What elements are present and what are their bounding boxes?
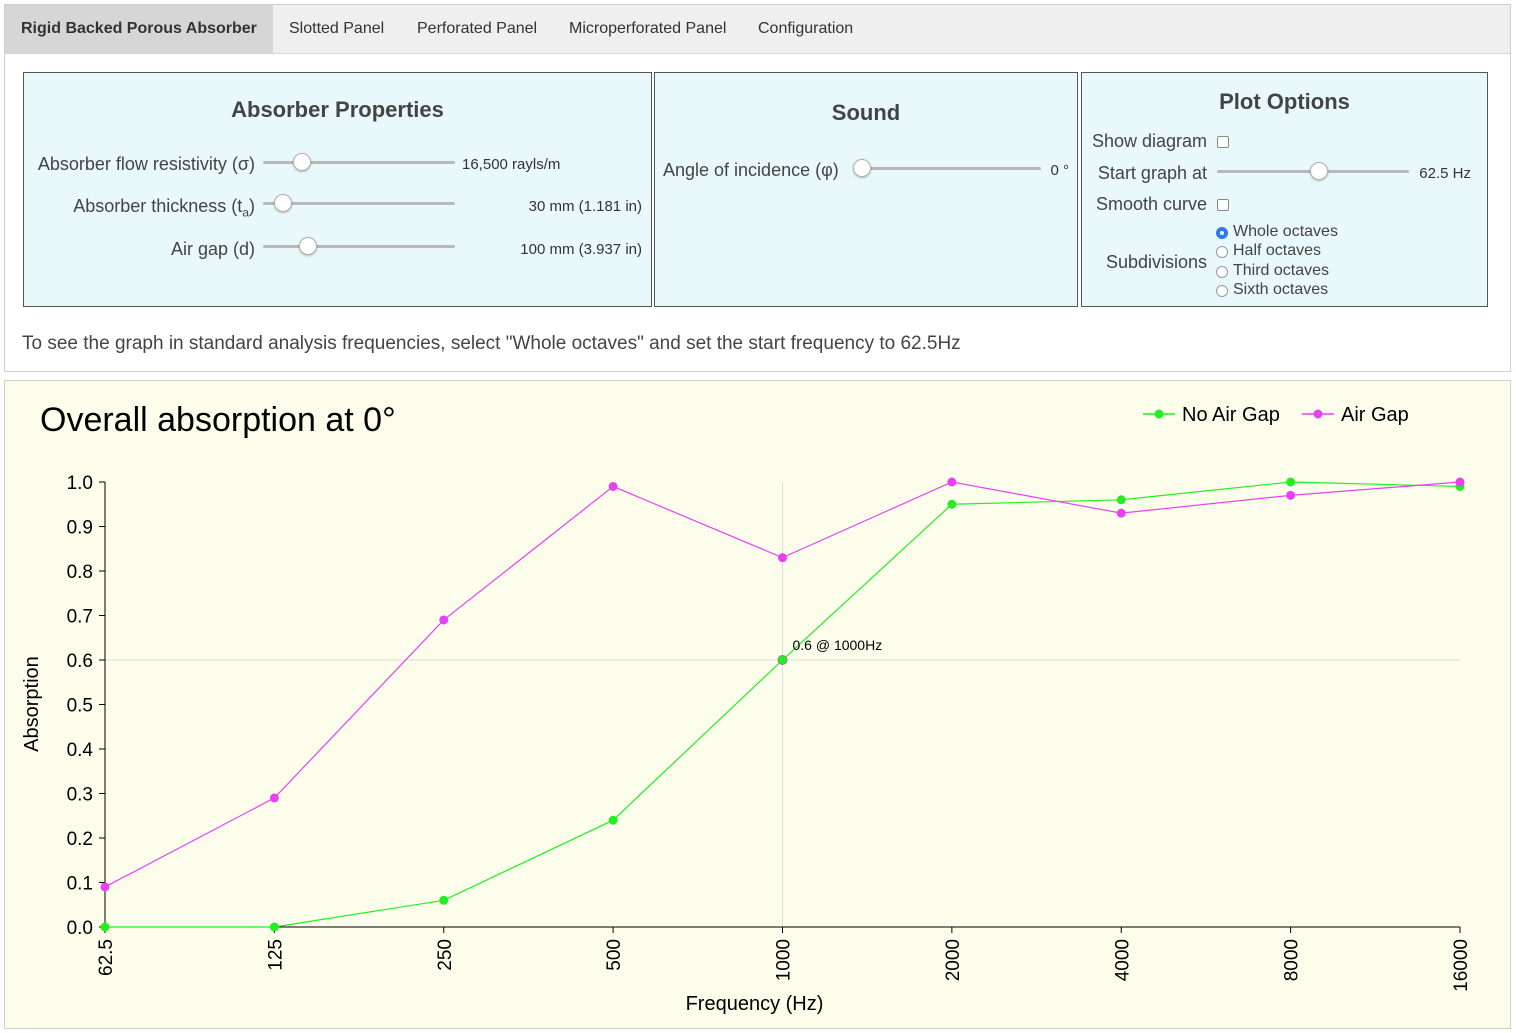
absorber-properties-panel: Absorber Properties Absorber flow resist… [23,72,652,307]
flow-resistivity-label: Absorber flow resistivity (σ) [37,154,255,174]
angle-of-incidence-slider[interactable] [853,159,1041,177]
data-point [439,895,449,905]
start-graph-label: Start graph at [1097,163,1207,183]
legend-label: Air Gap [1341,404,1409,426]
y-tick-label: 1.0 [67,473,93,494]
data-point [608,815,618,825]
panel-title: Plot Options [1219,89,1350,114]
radio-half-octaves[interactable] [1216,246,1228,258]
absorption-chart[interactable]: Overall absorption at 0° 0.0 0.1 0.2 0.3 0.4 0… [5,381,1510,1028]
angle-of-incidence-value: 0 ° [1050,162,1069,179]
y-tick-label: 0.8 [67,562,93,583]
radio-sixth-octaves[interactable] [1216,285,1228,297]
radio-label-third-octaves: Third octaves [1233,262,1330,279]
radio-label-sixth-octaves: Sixth octaves [1233,281,1329,298]
subdivisions-label: Subdivisions [1105,252,1207,272]
x-tick-label: 2000 [943,939,964,981]
radio-label-whole-octaves: Whole octaves [1233,223,1338,240]
y-tick-label: 0.6 [67,651,93,672]
flow-resistivity-value: 16,500 rayls/m [462,156,561,173]
x-tick-label: 500 [604,939,625,971]
y-axis-label: Absorption [21,656,43,752]
absorber-thickness-slider[interactable] [263,194,455,212]
data-point [1286,490,1296,500]
legend-marker [1154,409,1164,419]
show-diagram-label: Show diagram [1091,131,1207,151]
air-gap-value: 100 mm (3.937 in) [520,241,642,258]
y-tick-label: 0.0 [67,918,93,939]
legend-marker [1313,409,1323,419]
hint-text: To see the graph in standard analysis fr… [22,333,961,354]
y-tick-label: 0.1 [67,874,93,895]
chart-title: Overall absorption at 0° [40,401,396,439]
tab-perforated-panel[interactable]: Perforated Panel [417,20,538,37]
smooth-curve-label: Smooth curve [1095,194,1207,214]
data-point [947,499,957,509]
controls-container: Rigid Backed Porous Absorber Slotted Pan… [4,4,1511,372]
start-graph-value: 62.5 Hz [1419,165,1471,182]
radio-third-octaves[interactable] [1216,266,1228,278]
tooltip-marker [777,655,788,665]
data-point [1286,477,1296,487]
start-graph-slider[interactable] [1217,162,1409,180]
x-tick-label: 125 [265,939,286,971]
data-point [100,922,110,932]
panel-title: Sound [831,100,901,125]
data-point [1116,508,1126,518]
panel-title: Absorber Properties [231,97,444,122]
slider-thumb[interactable] [299,237,317,255]
legend-label: No Air Gap [1182,404,1280,426]
y-tick-label: 0.3 [67,785,93,806]
air-gap-slider[interactable] [263,237,455,255]
y-tick-label: 0.2 [67,829,93,850]
sound-panel: Sound Angle of incidence (φ) 0 ° [654,72,1078,307]
absorber-thickness-label: Absorber thickness (ta) [73,196,255,220]
y-tick-label: 0.5 [67,696,93,717]
tab-rigid-backed-porous-absorber[interactable]: Rigid Backed Porous Absorber [5,5,273,53]
y-tick-label: 0.7 [67,607,93,628]
data-point [100,882,110,892]
air-gap-label: Air gap (d) [170,239,255,259]
data-point [778,655,787,665]
data-point [1455,477,1465,487]
x-tick-label: 8000 [1282,939,1303,981]
data-point [608,481,618,491]
tab-microperforated-panel[interactable]: Microperforated Panel [569,20,727,37]
data-point [269,793,279,803]
tooltip-label: 0.6 @ 1000Hz [793,637,883,653]
flow-resistivity-slider[interactable] [263,153,455,171]
x-tick-label: 1000 [774,939,795,981]
x-tick-label: 4000 [1112,939,1133,981]
slider-thumb[interactable] [293,153,311,171]
x-axis-label: Frequency (Hz) [686,993,824,1015]
smooth-curve-checkbox[interactable] [1217,199,1229,211]
plot-options-panel: Plot Options Show diagram Start graph at… [1081,72,1488,307]
data-point [1116,495,1126,505]
show-diagram-checkbox[interactable] [1217,136,1229,148]
tab-bar: Rigid Backed Porous Absorber Slotted Pan… [5,5,1510,54]
y-tick-label: 0.4 [67,740,94,761]
absorber-thickness-value: 30 mm (1.181 in) [528,198,642,215]
slider-thumb[interactable] [274,194,292,212]
x-tick-label: 250 [435,939,456,971]
x-tick-label: 62.5 [96,939,117,976]
radio-whole-octaves[interactable] [1216,227,1228,239]
y-tick-label: 0.9 [67,518,93,539]
radio-label-half-octaves: Half octaves [1233,242,1322,259]
angle-of-incidence-label: Angle of incidence (φ) [663,160,839,180]
slider-thumb[interactable] [1310,162,1328,180]
data-point [439,615,449,625]
data-point [269,922,279,932]
tab-slotted-panel[interactable]: Slotted Panel [289,20,385,37]
data-point [947,477,957,487]
tab-configuration[interactable]: Configuration [758,20,854,37]
data-point [778,553,787,563]
slider-thumb[interactable] [853,159,871,177]
x-tick-label: 16000 [1451,939,1472,992]
chart-container: Overall absorption at 0° 0.0 0.1 0.2 0.3 0.4 0… [4,380,1511,1029]
